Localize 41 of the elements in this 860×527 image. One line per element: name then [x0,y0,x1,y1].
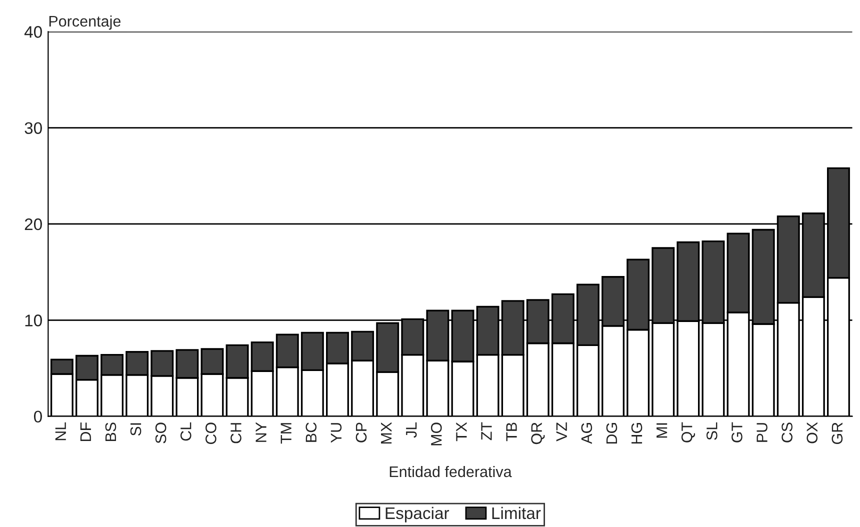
x-tick-label: HG [631,423,642,444]
x-tick-label: NL [55,422,66,440]
legend-label: Espaciar [386,506,450,522]
x-tick-label: DF [80,422,91,441]
x-tick-label: TM [280,423,292,444]
x-tick-label: SO [155,422,166,444]
x-tick-label: MI [656,423,668,438]
x-tick-label: CS [782,422,792,442]
x-tick-label: SI [130,423,142,436]
y-tick-label: 10 [25,314,42,326]
y-axis-title: Porcentaje [49,15,121,30]
x-tick-label: SL [706,422,718,440]
x-tick-label: DG [606,423,618,444]
legend-label: Limitar [492,506,541,520]
x-tick-label: AG [581,423,592,444]
x-tick-label: BS [105,422,116,442]
x-tick-label: JL [406,422,417,438]
x-tick-label: TX [456,422,467,442]
x-axis-title: Entidad federativa [390,466,512,478]
x-tick-label: MO [430,422,442,446]
x-tick-label: MX [381,422,392,444]
x-tick-label: QT [681,422,696,442]
y-tick-label: 20 [24,218,42,230]
x-tick-label: CP [356,422,367,442]
y-tick-label: 0 [34,410,42,423]
x-tick-label: GR [832,422,843,444]
x-tick-label: CO [206,422,216,444]
y-tick-label: 30 [24,122,42,134]
x-tick-label: NY [256,422,266,442]
x-tick-label: CL [180,422,192,441]
x-tick-label: PU [756,423,768,442]
x-tick-label: CH [230,423,242,444]
x-tick-label: ZT [481,422,492,440]
x-tick-label: YU [330,423,342,443]
x-tick-label: GT [732,422,742,442]
x-tick-label: TB [506,422,517,442]
x-tick-label: OX [806,422,818,444]
x-tick-label: VZ [556,422,567,442]
y-tick-label: 40 [24,26,42,38]
x-tick-label: QR [531,422,545,444]
x-tick-label: BC [306,422,317,442]
